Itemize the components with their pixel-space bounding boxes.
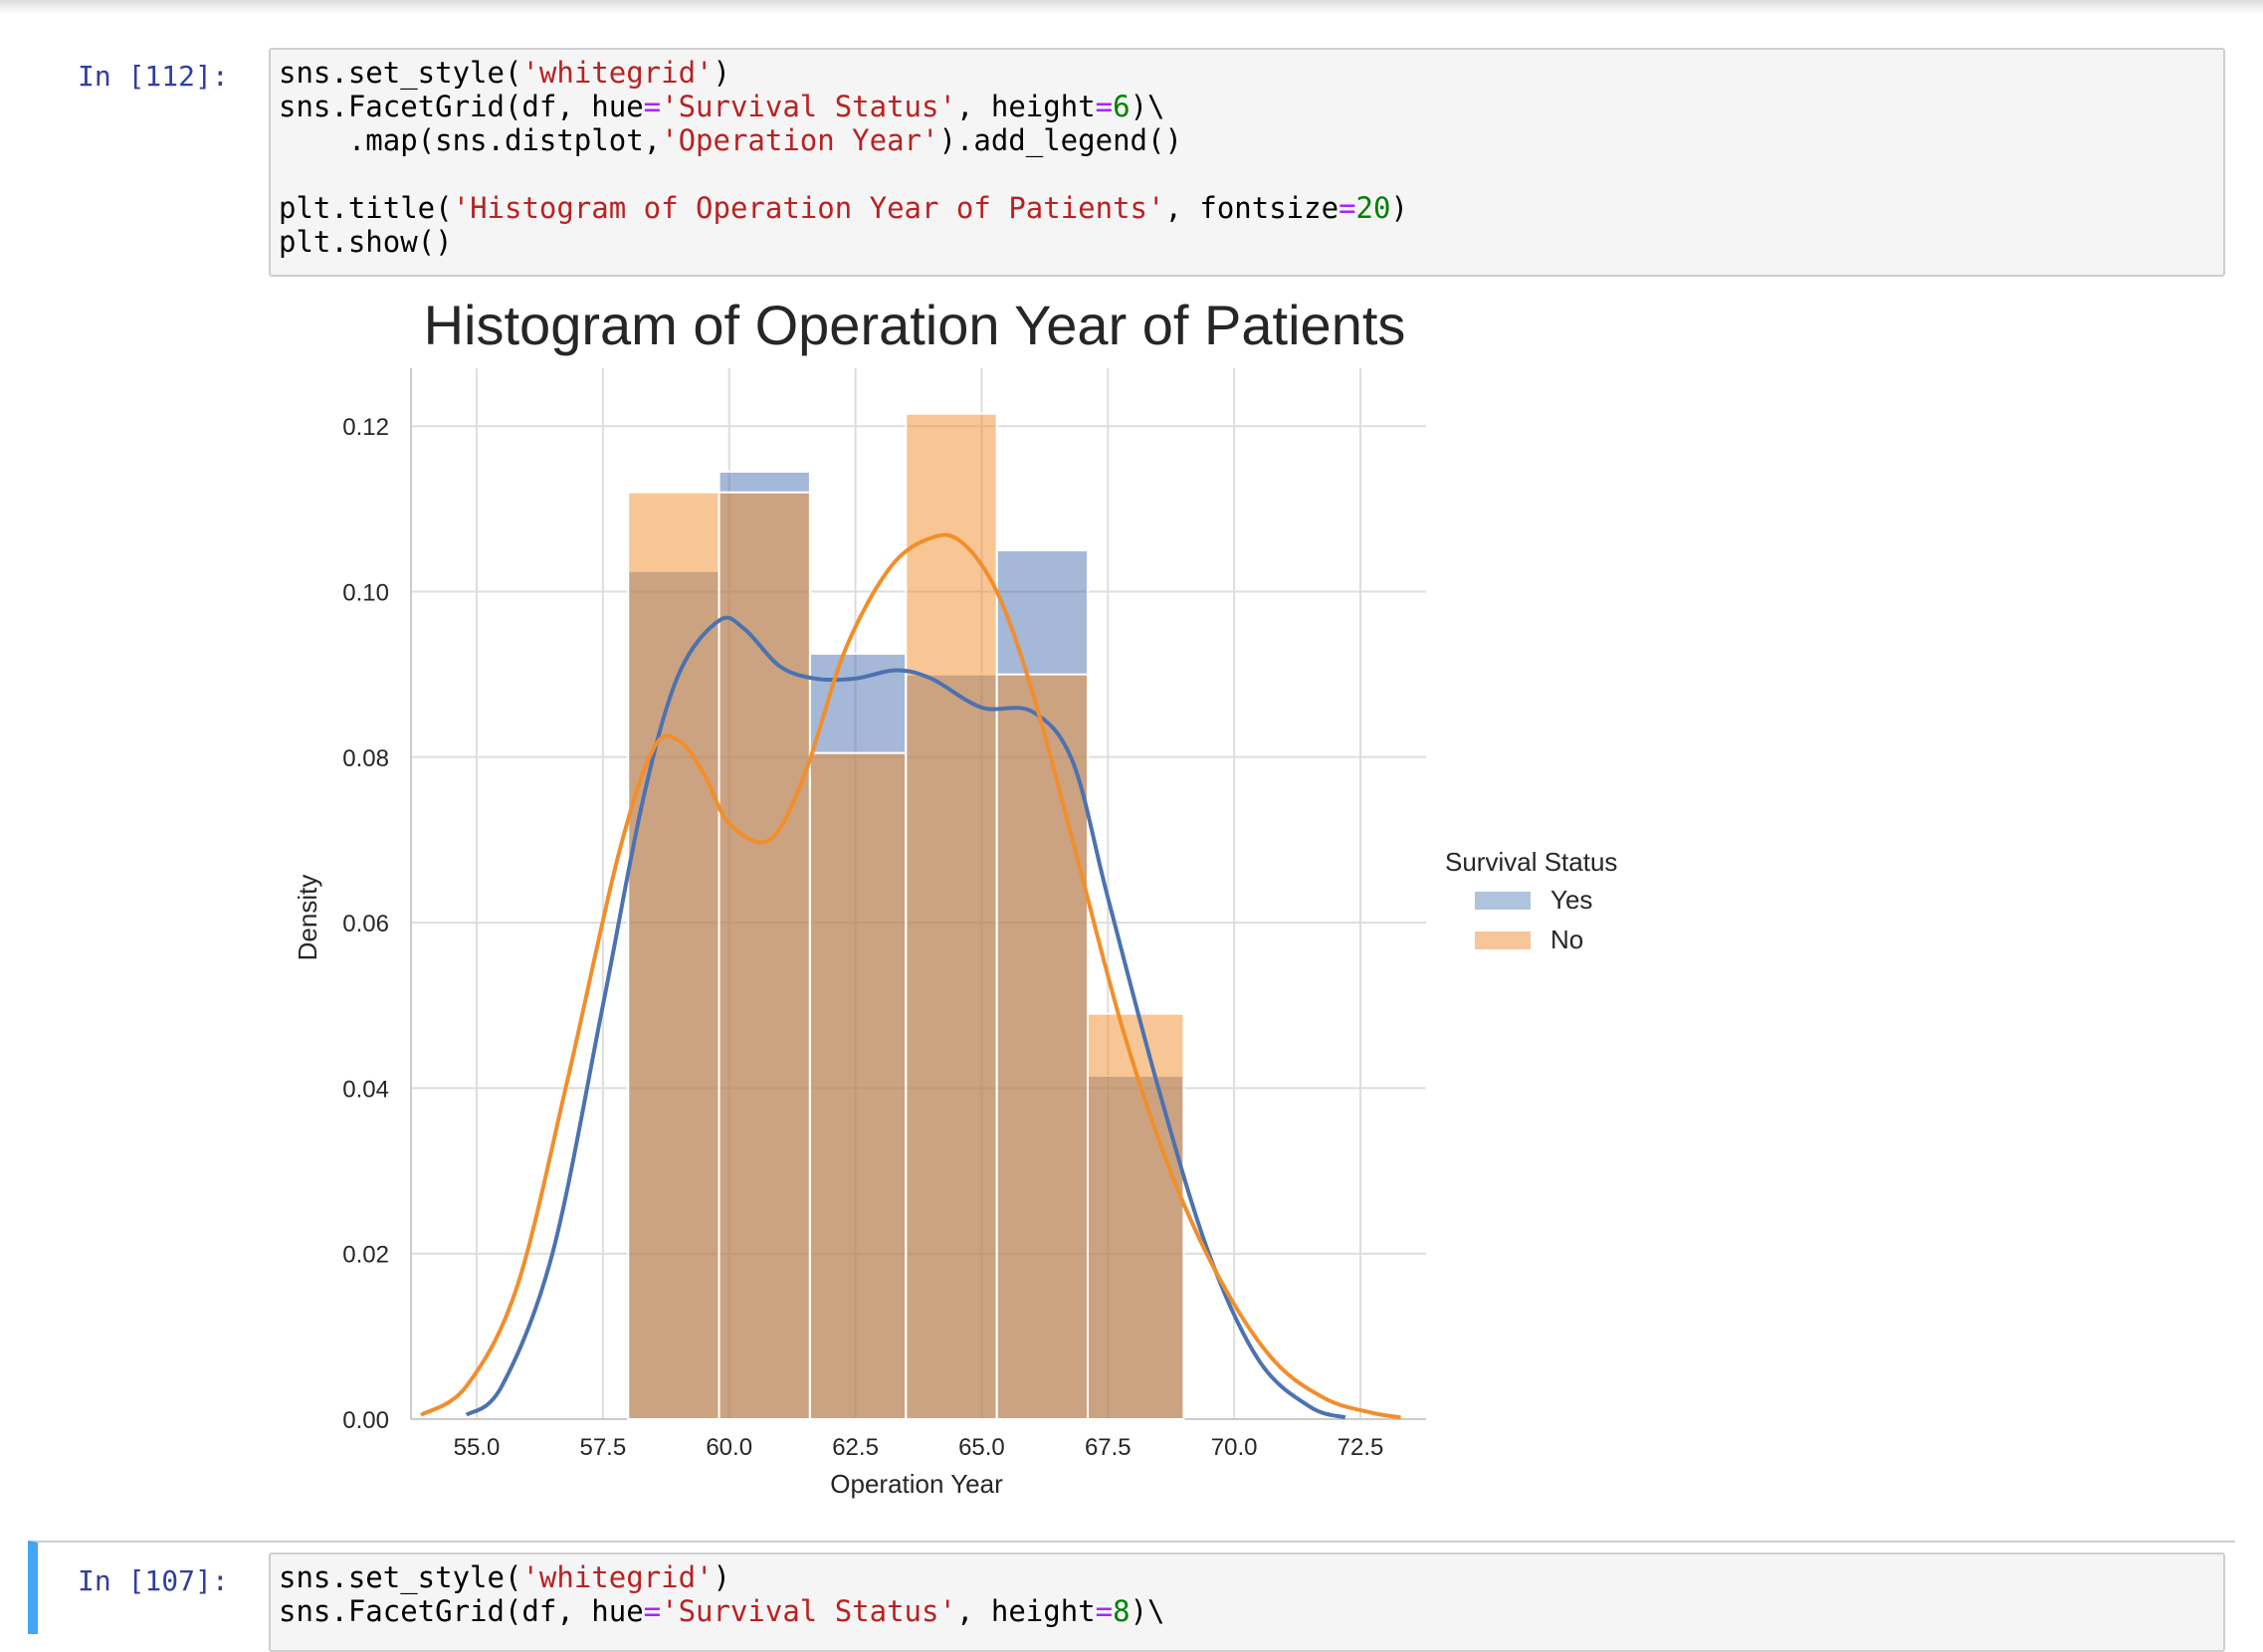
- bar-no: [718, 491, 811, 1420]
- code-token: ): [713, 1560, 730, 1594]
- chart-title: Histogram of Operation Year of Patients: [424, 294, 1406, 356]
- x-tick-label: 57.5: [579, 1434, 626, 1461]
- bar-no: [1087, 1012, 1185, 1421]
- code-token: 'Operation Year': [661, 123, 939, 157]
- code-token: =: [1095, 1594, 1114, 1628]
- code-token: =: [643, 1594, 662, 1628]
- y-tick-label: 0.00: [342, 1407, 389, 1434]
- y-tick-label: 0.06: [342, 911, 389, 937]
- kde-curves-group: [420, 532, 1401, 1420]
- legend-label-no: No: [1550, 925, 1583, 954]
- code-token: )\: [1130, 90, 1165, 123]
- x-tick-label: 65.0: [958, 1434, 1005, 1461]
- code-token: 6: [1113, 90, 1131, 123]
- code-line: .map(sns.distplot,'Operation Year').add_…: [279, 123, 2215, 157]
- code-token: 'whitegrid': [521, 1560, 714, 1594]
- x-tick-label: 55.0: [454, 1434, 501, 1461]
- cell-prompt: In [107]:: [78, 1564, 229, 1597]
- code-token: =: [643, 90, 662, 123]
- x-axis-label: Operation Year: [830, 1469, 1003, 1499]
- code-token: 'Survival Status': [661, 1594, 956, 1628]
- window-top-edge: [0, 0, 2263, 14]
- code-token: sns.set_style(: [279, 1560, 522, 1594]
- code-editor[interactable]: sns.set_style('whitegrid') sns.FacetGrid(…: [269, 1552, 2225, 1652]
- y-axis-label: Density: [293, 875, 322, 961]
- x-tick-label: 70.0: [1211, 1434, 1258, 1461]
- code-line: plt.title('Histogram of Operation Year o…: [279, 191, 2215, 225]
- code-token: , fontsize: [1164, 191, 1339, 225]
- code-token: 'Histogram of Operation Year of Patients…: [452, 191, 1165, 225]
- code-line: sns.FacetGrid(df, hue='Survival Status',…: [279, 1594, 2215, 1628]
- code-token: =: [1338, 191, 1356, 225]
- code-token: 'whitegrid': [521, 56, 714, 90]
- code-token: 8: [1113, 1594, 1131, 1628]
- code-token: ).add_legend(): [938, 123, 1182, 157]
- histogram-chart: 55.0 57.5 60.0 62.5 65.0 67.5 70.0 72.5 0.00 0.02…: [293, 294, 1617, 1499]
- code-token: 20: [1355, 191, 1391, 225]
- cell-prompt: In [112]:: [78, 60, 229, 93]
- bars-no-group: [627, 412, 1185, 1421]
- legend-label-yes: Yes: [1550, 885, 1592, 915]
- code-token: , height: [955, 90, 1096, 123]
- code-editor[interactable]: sns.set_style('whitegrid') sns.FacetGrid(…: [269, 48, 2225, 277]
- y-tick-label: 0.04: [342, 1076, 389, 1103]
- code-token: sns.set_style(: [279, 56, 522, 90]
- code-token: 'Survival Status': [661, 90, 956, 123]
- code-token: .map(sns.distplot,: [279, 123, 662, 157]
- legend-swatch-no: [1475, 931, 1531, 949]
- code-token: ): [1390, 191, 1408, 225]
- y-tick-label: 0.10: [342, 580, 389, 607]
- bar-no: [995, 673, 1090, 1420]
- kde-curve-no: [420, 532, 1401, 1420]
- bar-no: [905, 412, 998, 1420]
- cell-output: 55.0 57.5 60.0 62.5 65.0 67.5 70.0 72.5 0.00 0.02…: [269, 289, 2225, 1523]
- x-tick-label: 62.5: [832, 1434, 879, 1461]
- y-tick-label: 0.02: [342, 1242, 389, 1269]
- code-token: sns.FacetGrid(df, hue: [279, 1594, 644, 1628]
- bar-no: [808, 751, 908, 1420]
- y-tick-label: 0.08: [342, 745, 389, 772]
- code-token: =: [1095, 90, 1114, 123]
- axes-text-group: 55.0 57.5 60.0 62.5 65.0 67.5 70.0 72.5 0.00 0.02…: [342, 414, 1383, 1461]
- code-token: )\: [1130, 1594, 1165, 1628]
- code-line: sns.set_style('whitegrid'): [279, 56, 2215, 90]
- code-line: sns.FacetGrid(df, hue='Survival Status',…: [279, 90, 2215, 123]
- y-tick-label: 0.12: [342, 414, 389, 441]
- code-token: plt.title(: [279, 191, 453, 225]
- legend-swatch-yes: [1475, 892, 1531, 910]
- code-cell-107[interactable]: [28, 1541, 2235, 1634]
- legend-title: Survival Status: [1445, 847, 1617, 877]
- code-token: sns.FacetGrid(df, hue: [279, 90, 644, 123]
- code-line: sns.set_style('whitegrid'): [279, 1560, 2215, 1594]
- code-token: plt.show(): [279, 225, 453, 259]
- code-line: plt.show(): [279, 225, 2215, 259]
- x-tick-label: 67.5: [1085, 1434, 1132, 1461]
- code-line: [279, 157, 2215, 191]
- x-tick-label: 72.5: [1337, 1434, 1384, 1461]
- code-token: , height: [955, 1594, 1096, 1628]
- x-tick-label: 60.0: [706, 1434, 752, 1461]
- code-token: ): [713, 56, 730, 90]
- legend: Survival Status Yes No: [1445, 847, 1617, 954]
- kde-curve-yes: [465, 615, 1346, 1420]
